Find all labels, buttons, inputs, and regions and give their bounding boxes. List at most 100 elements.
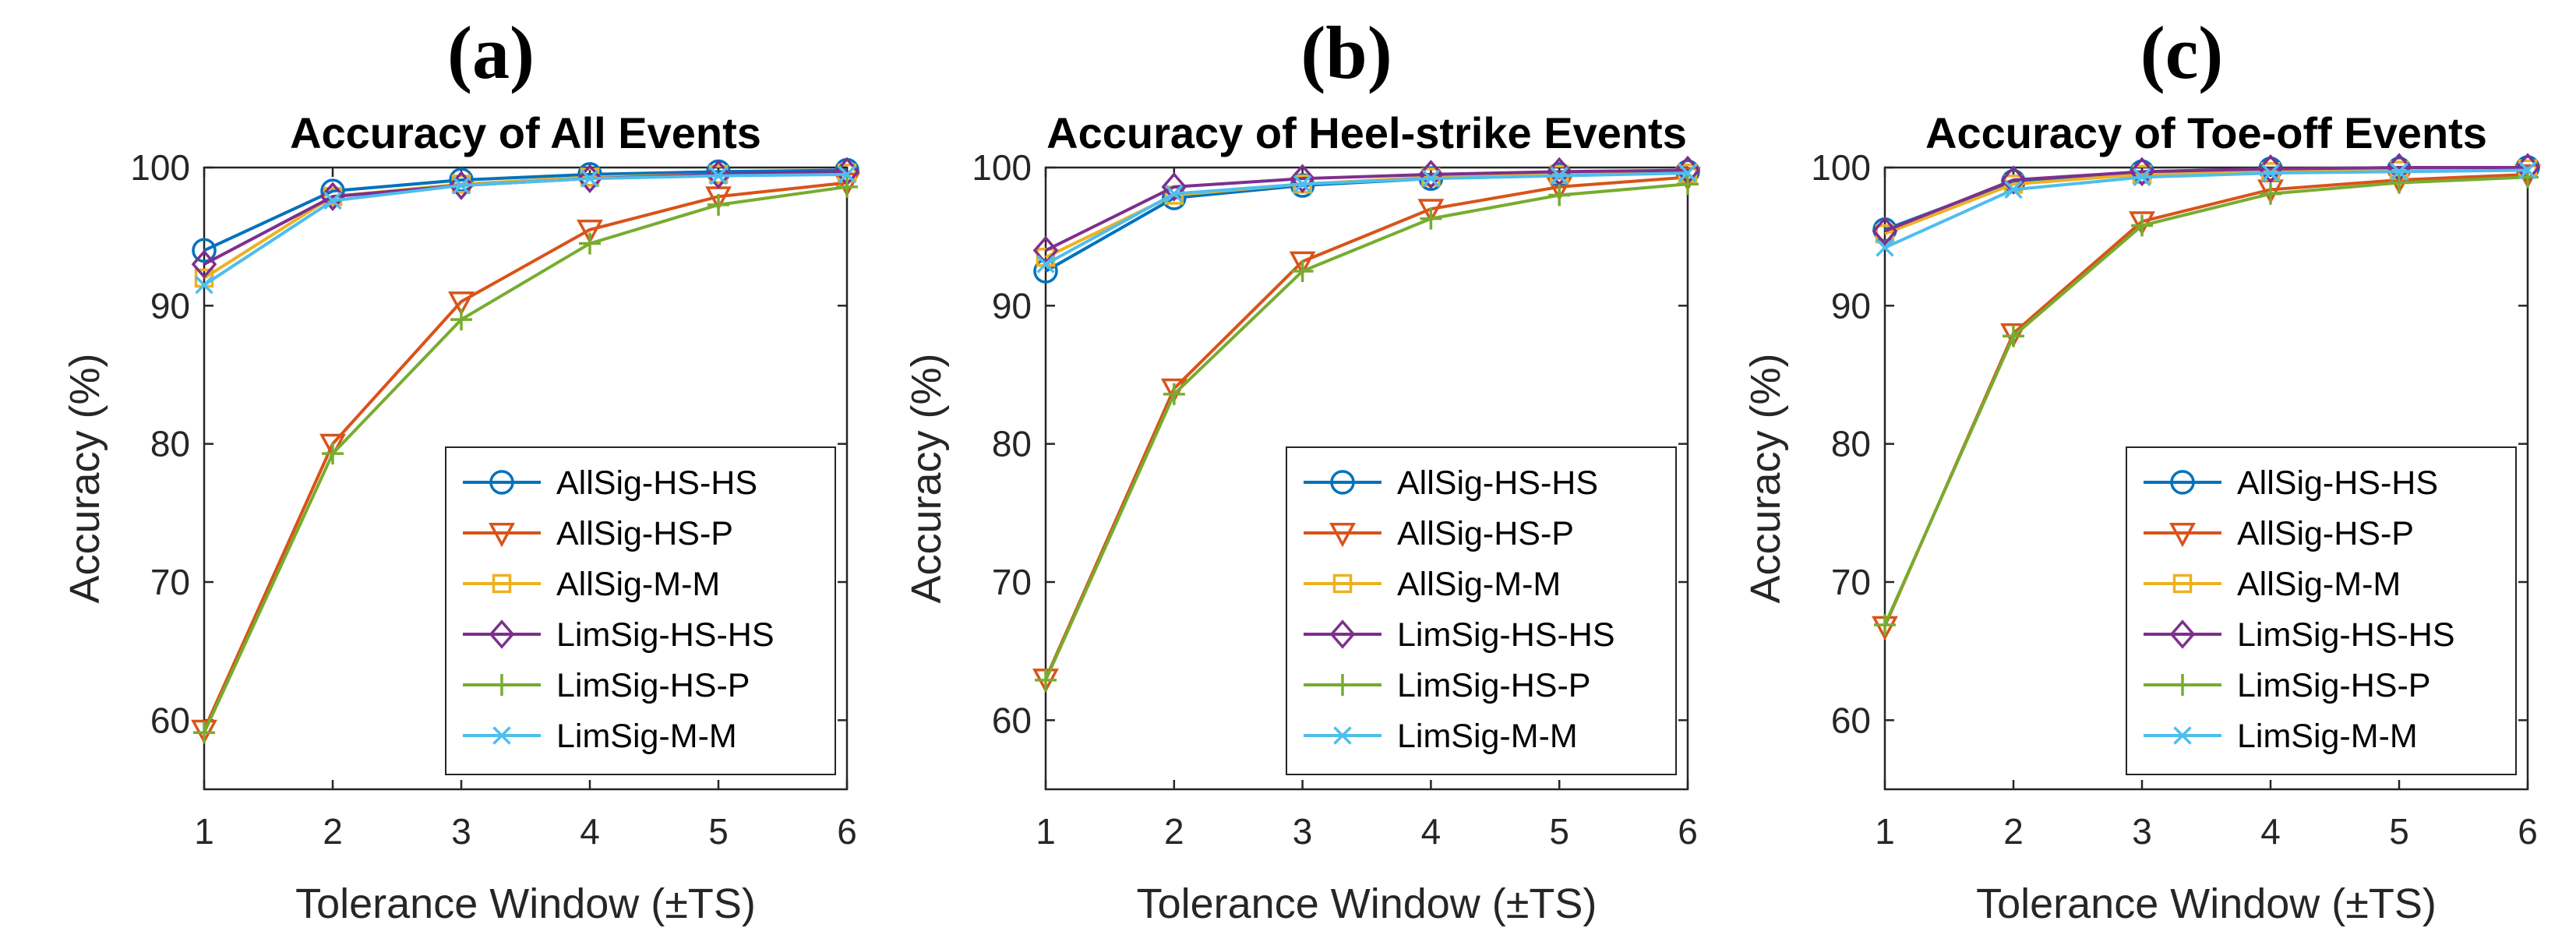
legend-marker [2172,573,2193,594]
legend-label: LimSig-HS-HS [556,616,775,654]
legend-label: LimSig-HS-HS [2237,616,2455,654]
data-point [2000,323,2027,348]
data-point [322,443,344,465]
y-axis-label: Accuracy (%) [62,353,108,603]
series-limsig-m-m [1036,164,1697,273]
data-point [2388,171,2410,194]
x-axis-label: Tolerance Window (±TS) [295,880,756,927]
legend-marker [489,619,515,649]
legend-marker [2172,674,2193,696]
legend-item-limsig-hs-hs: LimSig-HS-HS [2144,616,2455,654]
x-tick-label: 4 [580,811,600,852]
x-tick-label: 2 [323,811,343,852]
y-tick-label: 70 [150,562,190,602]
legend-label: LimSig-M-M [1397,718,1578,755]
legend-label: AllSig-M-M [1397,566,1561,603]
legend-label: AllSig-HS-HS [556,464,757,502]
x-tick-label: 3 [451,811,471,852]
y-tick-label: 90 [1831,285,1871,326]
data-point [1163,383,1185,405]
data-point [1550,166,1569,185]
data-point [2129,157,2155,187]
legend: AllSig-HS-HS AllSig-HS-P AllSig-M-M LimSig-… [445,446,836,775]
data-point [2260,182,2281,205]
data-point [708,193,729,216]
data-point [577,164,603,193]
y-tick-label: 60 [992,700,1032,740]
legend-item-allsig-hs-hs: AllSig-HS-HS [463,464,757,502]
data-point [191,719,217,745]
legend-marker [1329,523,1356,548]
data-point [1872,216,1898,246]
legend-item-limsig-hs-p: LimSig-HS-P [463,667,750,704]
chart-title: Accuracy of Heel-strike Events [1046,108,1687,157]
legend-item-limsig-hs-hs: LimSig-HS-HS [463,616,775,654]
legend-label: LimSig-HS-HS [1397,616,1615,654]
legend-item-limsig-hs-p: LimSig-HS-P [1304,667,1591,704]
series-limsig-m-m [1876,161,2537,257]
legend-marker [2169,523,2196,548]
data-point [836,175,858,198]
y-tick-label: 60 [1831,700,1871,740]
chart-title: Accuracy of Toe-off Events [1925,108,2487,157]
data-point [2000,165,2027,195]
legend-item-allsig-m-m: AllSig-M-M [463,566,720,603]
series-line [203,185,848,734]
data-point [450,309,472,331]
legend: AllSig-HS-HS AllSig-HS-P AllSig-M-M LimSig-… [2126,446,2517,775]
data-point [2261,164,2280,182]
data-point [1035,669,1057,691]
data-point [319,433,346,459]
series-line [1045,171,1689,266]
series-line [1044,182,1689,681]
x-tick-label: 6 [837,811,857,852]
data-point [452,176,471,195]
data-point [1293,175,1312,194]
legend-item-allsig-hs-hs: AllSig-HS-HS [1304,464,1598,502]
legend-label: AllSig-HS-P [2237,515,2414,552]
y-tick-label: 60 [150,700,190,740]
x-tick-label: 5 [1549,811,1569,852]
legend-label: AllSig-M-M [556,566,720,603]
legend-box [1286,446,1677,775]
legend-label: LimSig-M-M [556,718,737,755]
series-line [203,168,848,252]
legend-label: LimSig-M-M [2237,718,2418,755]
series-line [1045,168,1689,252]
y-axis-label: Accuracy (%) [1742,353,1789,603]
legend-item-allsig-m-m: AllSig-M-M [2144,566,2401,603]
legend-item-allsig-hs-p: AllSig-HS-P [1304,515,1574,552]
series-line [1884,168,2528,249]
legend-label: LimSig-HS-P [2237,667,2431,704]
data-point [1289,251,1316,276]
legend-marker [1330,470,1355,495]
legend-marker [492,726,511,745]
legend-marker [489,523,515,548]
data-point [1290,164,1315,193]
data-point [579,232,601,255]
data-point [1677,173,1699,196]
legend-label: AllSig-HS-P [556,515,733,552]
legend-label: AllSig-HS-HS [1397,464,1598,502]
legend: AllSig-HS-HS AllSig-HS-P AllSig-M-M LimSig-… [1286,446,1677,775]
x-tick-label: 1 [194,811,214,852]
series-line [203,181,848,731]
chart-a: (a) Accuracy of All Events 1 2 3 4 5 6 60 70 80 90 1… [62,11,860,927]
chart-title: Accuracy of All Events [290,108,761,157]
legend-item-limsig-m-m: LimSig-M-M [463,718,737,755]
y-tick-label: 80 [150,424,190,464]
legend-marker [1333,726,1352,745]
data-point [448,171,475,200]
legend-marker [1329,619,1356,649]
y-tick-label: 90 [150,285,190,326]
data-point [2131,214,2153,237]
legend-item-limsig-hs-p: LimSig-HS-P [2144,667,2431,704]
y-tick-label: 70 [1831,562,1871,602]
panel-letter: (a) [447,11,535,94]
legend-marker [1332,674,1353,696]
x-tick-label: 2 [1164,811,1184,852]
data-point [448,291,475,316]
x-tick-label: 3 [2132,811,2152,852]
data-point [1678,164,1697,182]
data-point [1876,238,1894,257]
